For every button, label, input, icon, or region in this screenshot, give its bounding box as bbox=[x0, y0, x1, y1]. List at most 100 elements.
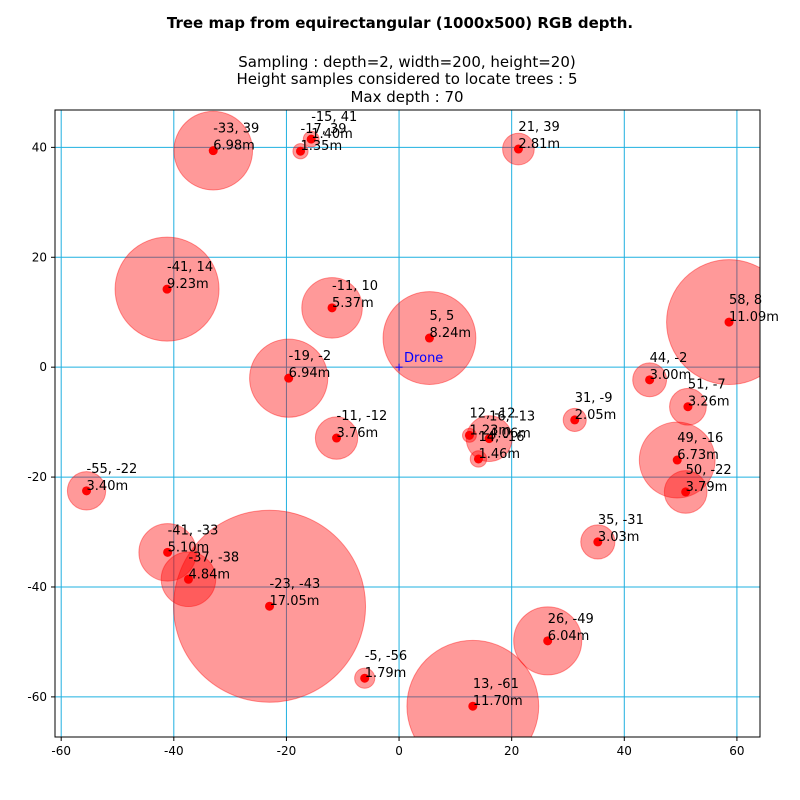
tree-size-label: 5.10m bbox=[168, 540, 210, 555]
tree-coord-label: 50, -22 bbox=[686, 463, 732, 478]
tree-size-label: 2.81m bbox=[518, 137, 560, 152]
tree-point bbox=[162, 284, 172, 294]
tree-point bbox=[645, 375, 655, 385]
tree-point bbox=[464, 430, 474, 440]
tree-point bbox=[183, 574, 193, 584]
tree-size-label: 6.04m bbox=[548, 629, 590, 644]
tree-coord-label: 5, 5 bbox=[429, 309, 454, 324]
tree-coord-label: -37, -38 bbox=[188, 550, 239, 565]
x-tick-label: -40 bbox=[164, 744, 184, 758]
tree-size-label: 2.05m bbox=[575, 408, 617, 423]
x-tick-label: 40 bbox=[617, 744, 632, 758]
tree-point bbox=[265, 601, 275, 611]
tree-coord-label: -5, -56 bbox=[365, 649, 407, 664]
tree-size-label: 4.84m bbox=[188, 567, 230, 582]
y-tick-label: 40 bbox=[32, 140, 47, 154]
grid-layer bbox=[55, 110, 760, 737]
chart-subtitle-line-3: Max depth : 70 bbox=[350, 88, 463, 106]
y-tick-label: -20 bbox=[27, 470, 47, 484]
tree-point bbox=[296, 146, 306, 156]
tree-coord-label: -41, 14 bbox=[167, 260, 213, 275]
tree-point bbox=[593, 537, 603, 547]
tree-size-label: 3.76m bbox=[337, 426, 379, 441]
tree-point bbox=[360, 673, 370, 683]
tree-point bbox=[284, 373, 294, 383]
tree-point bbox=[513, 144, 523, 154]
y-tick-label: -60 bbox=[27, 690, 47, 704]
plot-frame bbox=[54, 109, 761, 738]
tree-size-label: 1.23m bbox=[469, 423, 511, 438]
x-tick-label: 0 bbox=[395, 744, 403, 758]
tree-size-label: 1.40m bbox=[311, 127, 353, 142]
tree-size-label: 3.03m bbox=[598, 530, 640, 545]
tree-coord-label: 44, -2 bbox=[650, 351, 688, 366]
tree-coord-label: -15, 41 bbox=[311, 110, 357, 125]
y-tick-label: 20 bbox=[32, 250, 47, 264]
tree-coord-label: 49, -16 bbox=[677, 431, 723, 446]
tree-coord-label: 14, -16 bbox=[478, 430, 524, 445]
tree-size-label: 3.26m bbox=[688, 395, 730, 410]
tree-size-label: 6.98m bbox=[213, 139, 255, 154]
tree-point bbox=[306, 134, 316, 144]
plot-area bbox=[66, 110, 760, 737]
tree-point bbox=[473, 454, 483, 464]
tree-size-label: 1.46m bbox=[478, 447, 520, 462]
tree-coord-label: -41, -33 bbox=[168, 523, 219, 538]
chart-title: Tree map from equirectangular (1000x500)… bbox=[167, 14, 633, 32]
y-tick-label: 0 bbox=[39, 360, 47, 374]
tree-point bbox=[543, 636, 553, 646]
tree-point bbox=[163, 547, 173, 557]
tree-coord-label: 13, -61 bbox=[473, 677, 519, 692]
annotation-layer: Drone -15, 41 1.40m-17, 39 1.35m -33, 39 6.98… bbox=[87, 110, 779, 709]
tree-coord-label: 31, -9 bbox=[575, 391, 613, 406]
x-tick-label: 60 bbox=[729, 744, 744, 758]
tree-size-label: 9.23m bbox=[167, 277, 209, 292]
tree-point bbox=[208, 146, 218, 156]
tree-size-label: 1.79m bbox=[365, 666, 407, 681]
tree-size-label: 1.35m bbox=[301, 139, 343, 154]
tree-size-label: 11.70m bbox=[473, 694, 523, 709]
tree-point bbox=[683, 402, 693, 412]
tree-point bbox=[484, 434, 494, 444]
x-tick-label: -20 bbox=[277, 744, 297, 758]
drone-label: Drone bbox=[404, 351, 443, 366]
chart-subtitle-line-1: Sampling : depth=2, width=200, height=20… bbox=[238, 53, 576, 71]
tree-coord-label: -55, -22 bbox=[87, 462, 138, 477]
tree-coord-label: -23, -43 bbox=[270, 577, 321, 592]
tree-coord-label: 58, 8 bbox=[729, 293, 762, 308]
tree-point bbox=[468, 701, 478, 711]
tree-point bbox=[332, 433, 342, 443]
axis-ticks: -60 -40 -20 0 20 40 60 40 20 0 -20 -40 -60 bbox=[27, 140, 744, 758]
tree-coord-label: 21, 39 bbox=[518, 120, 559, 135]
tree-point bbox=[672, 455, 682, 465]
tree-size-label: 6.94m bbox=[289, 366, 331, 381]
tree-point bbox=[424, 333, 434, 343]
tree-coord-label: 16, -13 bbox=[489, 410, 535, 425]
tree-size-label: 4.06m bbox=[489, 427, 531, 442]
tree-size-label: 5.37m bbox=[332, 296, 374, 311]
tree-size-label: 3.79m bbox=[686, 480, 728, 495]
tree-coord-label: -33, 39 bbox=[213, 122, 259, 137]
tree-coord-label: 12, -12 bbox=[469, 406, 515, 421]
tree-coord-label: -11, 10 bbox=[332, 279, 378, 294]
tree-size-label: 3.40m bbox=[87, 479, 129, 494]
tree-point bbox=[681, 487, 691, 497]
tree-coord-label: -19, -2 bbox=[289, 349, 331, 364]
tree-point bbox=[570, 415, 580, 425]
chart-subtitle-line-2: Height samples considered to locate tree… bbox=[236, 70, 577, 88]
tree-point bbox=[82, 486, 92, 496]
x-tick-label: -60 bbox=[51, 744, 71, 758]
tree-point bbox=[724, 317, 734, 327]
tree-size-label: 3.00m bbox=[650, 368, 692, 383]
tree-coord-label: 51, -7 bbox=[688, 378, 726, 393]
tree-point bbox=[327, 303, 337, 313]
tree-size-label: 17.05m bbox=[270, 594, 320, 609]
y-tick-label: -40 bbox=[27, 580, 47, 594]
x-tick-label: 20 bbox=[504, 744, 519, 758]
tree-coord-label: -11, -12 bbox=[337, 409, 388, 424]
tree-size-label: 11.09m bbox=[729, 310, 779, 325]
tree-size-label: 8.24m bbox=[429, 326, 471, 341]
tree-coord-label: 26, -49 bbox=[548, 612, 594, 627]
